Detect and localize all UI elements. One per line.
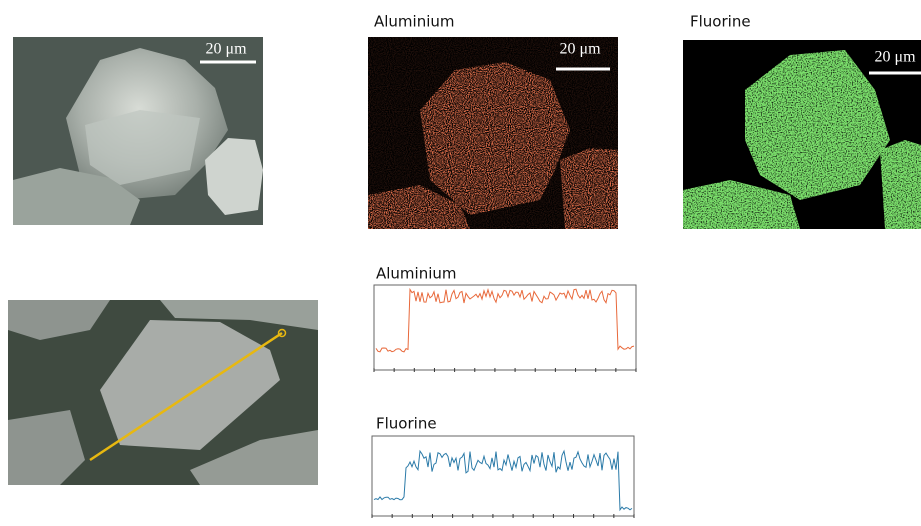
linescan-title: Aluminium: [376, 265, 457, 283]
figure: 20 μm Aluminium 20 μm Fluorine 20 μm: [0, 0, 921, 526]
linescan-frame: [374, 285, 636, 370]
map-title: Fluorine: [690, 13, 751, 31]
map-title: Aluminium: [374, 13, 455, 31]
page: 20 μm Aluminium 20 μm Fluorine 20 μm: [0, 0, 921, 526]
linescan-frame: [372, 436, 634, 516]
map-particle: [560, 148, 618, 229]
fluorine-map: 20 μm: [683, 40, 921, 229]
sem-image: 20 μm: [13, 37, 263, 225]
scale-bar-label: 20 μm: [205, 41, 247, 58]
linescan-image: [8, 300, 318, 485]
map-signal: [368, 37, 618, 229]
linescan-title: Fluorine: [376, 415, 437, 433]
aluminium-map: 20 μm: [368, 37, 618, 229]
scale-bar-label: 20 μm: [559, 41, 601, 58]
map-particle: [880, 140, 921, 229]
scale-bar-label: 20 μm: [874, 49, 916, 66]
